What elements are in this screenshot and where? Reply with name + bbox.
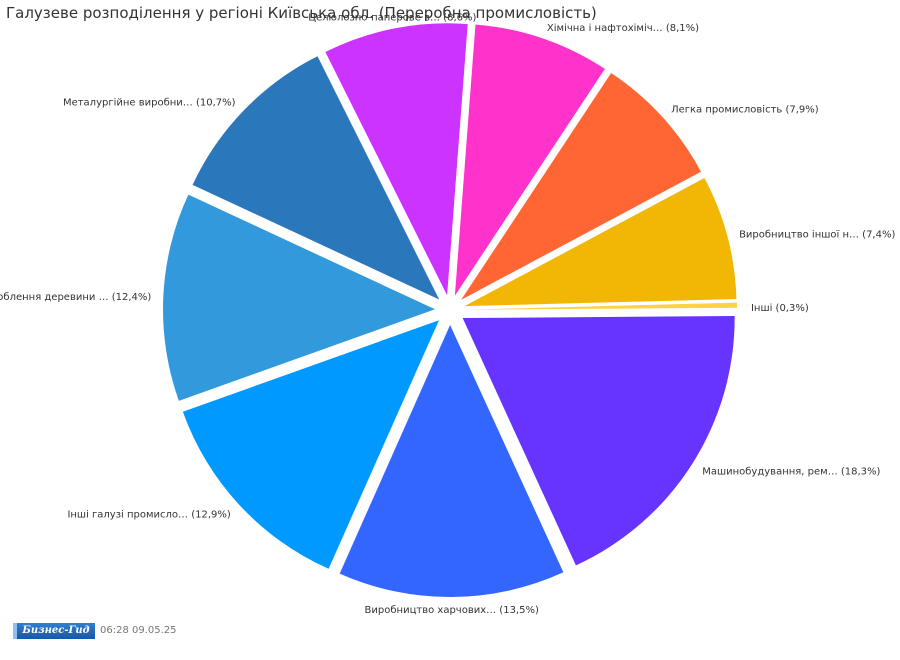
slice-label: Металургійне виробни… (10,7%) [63,97,236,109]
slice-label: Інші галузі промисло… (12,9%) [67,508,230,520]
pie-slice[interactable] [325,23,468,296]
chart-title: Галузеве розподілення у регіоні Київська… [6,4,597,22]
pie-slice[interactable] [192,56,440,300]
pie-slices [163,23,737,597]
pie-slice[interactable] [462,316,735,566]
slice-label: Виробництво харчових… (13,5%) [365,605,539,616]
slice-label: Легка промисловість (7,9%) [671,104,819,116]
pie-labels: Інші (0,3%) Машинобудування, рем… (18,3%)… [0,13,895,616]
business-guide-logo[interactable]: Бизнес-Гид [13,623,95,639]
pie-slice[interactable] [182,320,440,569]
slice-label: Целюлозно-паперове в… (8,6%) [308,13,476,24]
pie-slice[interactable] [454,24,605,296]
slice-label: Виробництво іншої н… (7,4%) [739,229,895,241]
timestamp: 06:28 09.05.25 [100,625,177,636]
slice-label: Хімічна і нафтохіміч… (8,1%) [547,22,699,34]
slice-label: Інші (0,3%) [751,302,809,314]
pie-slice[interactable] [461,73,701,300]
slice-label: Оброблення деревини … (12,4%) [0,292,151,303]
pie-slice[interactable] [163,194,436,401]
pie-slice[interactable] [464,177,737,307]
pie-slice[interactable] [339,324,564,597]
pie-slice[interactable] [464,302,737,310]
slice-label: Машинобудування, рем… (18,3%) [702,467,880,478]
